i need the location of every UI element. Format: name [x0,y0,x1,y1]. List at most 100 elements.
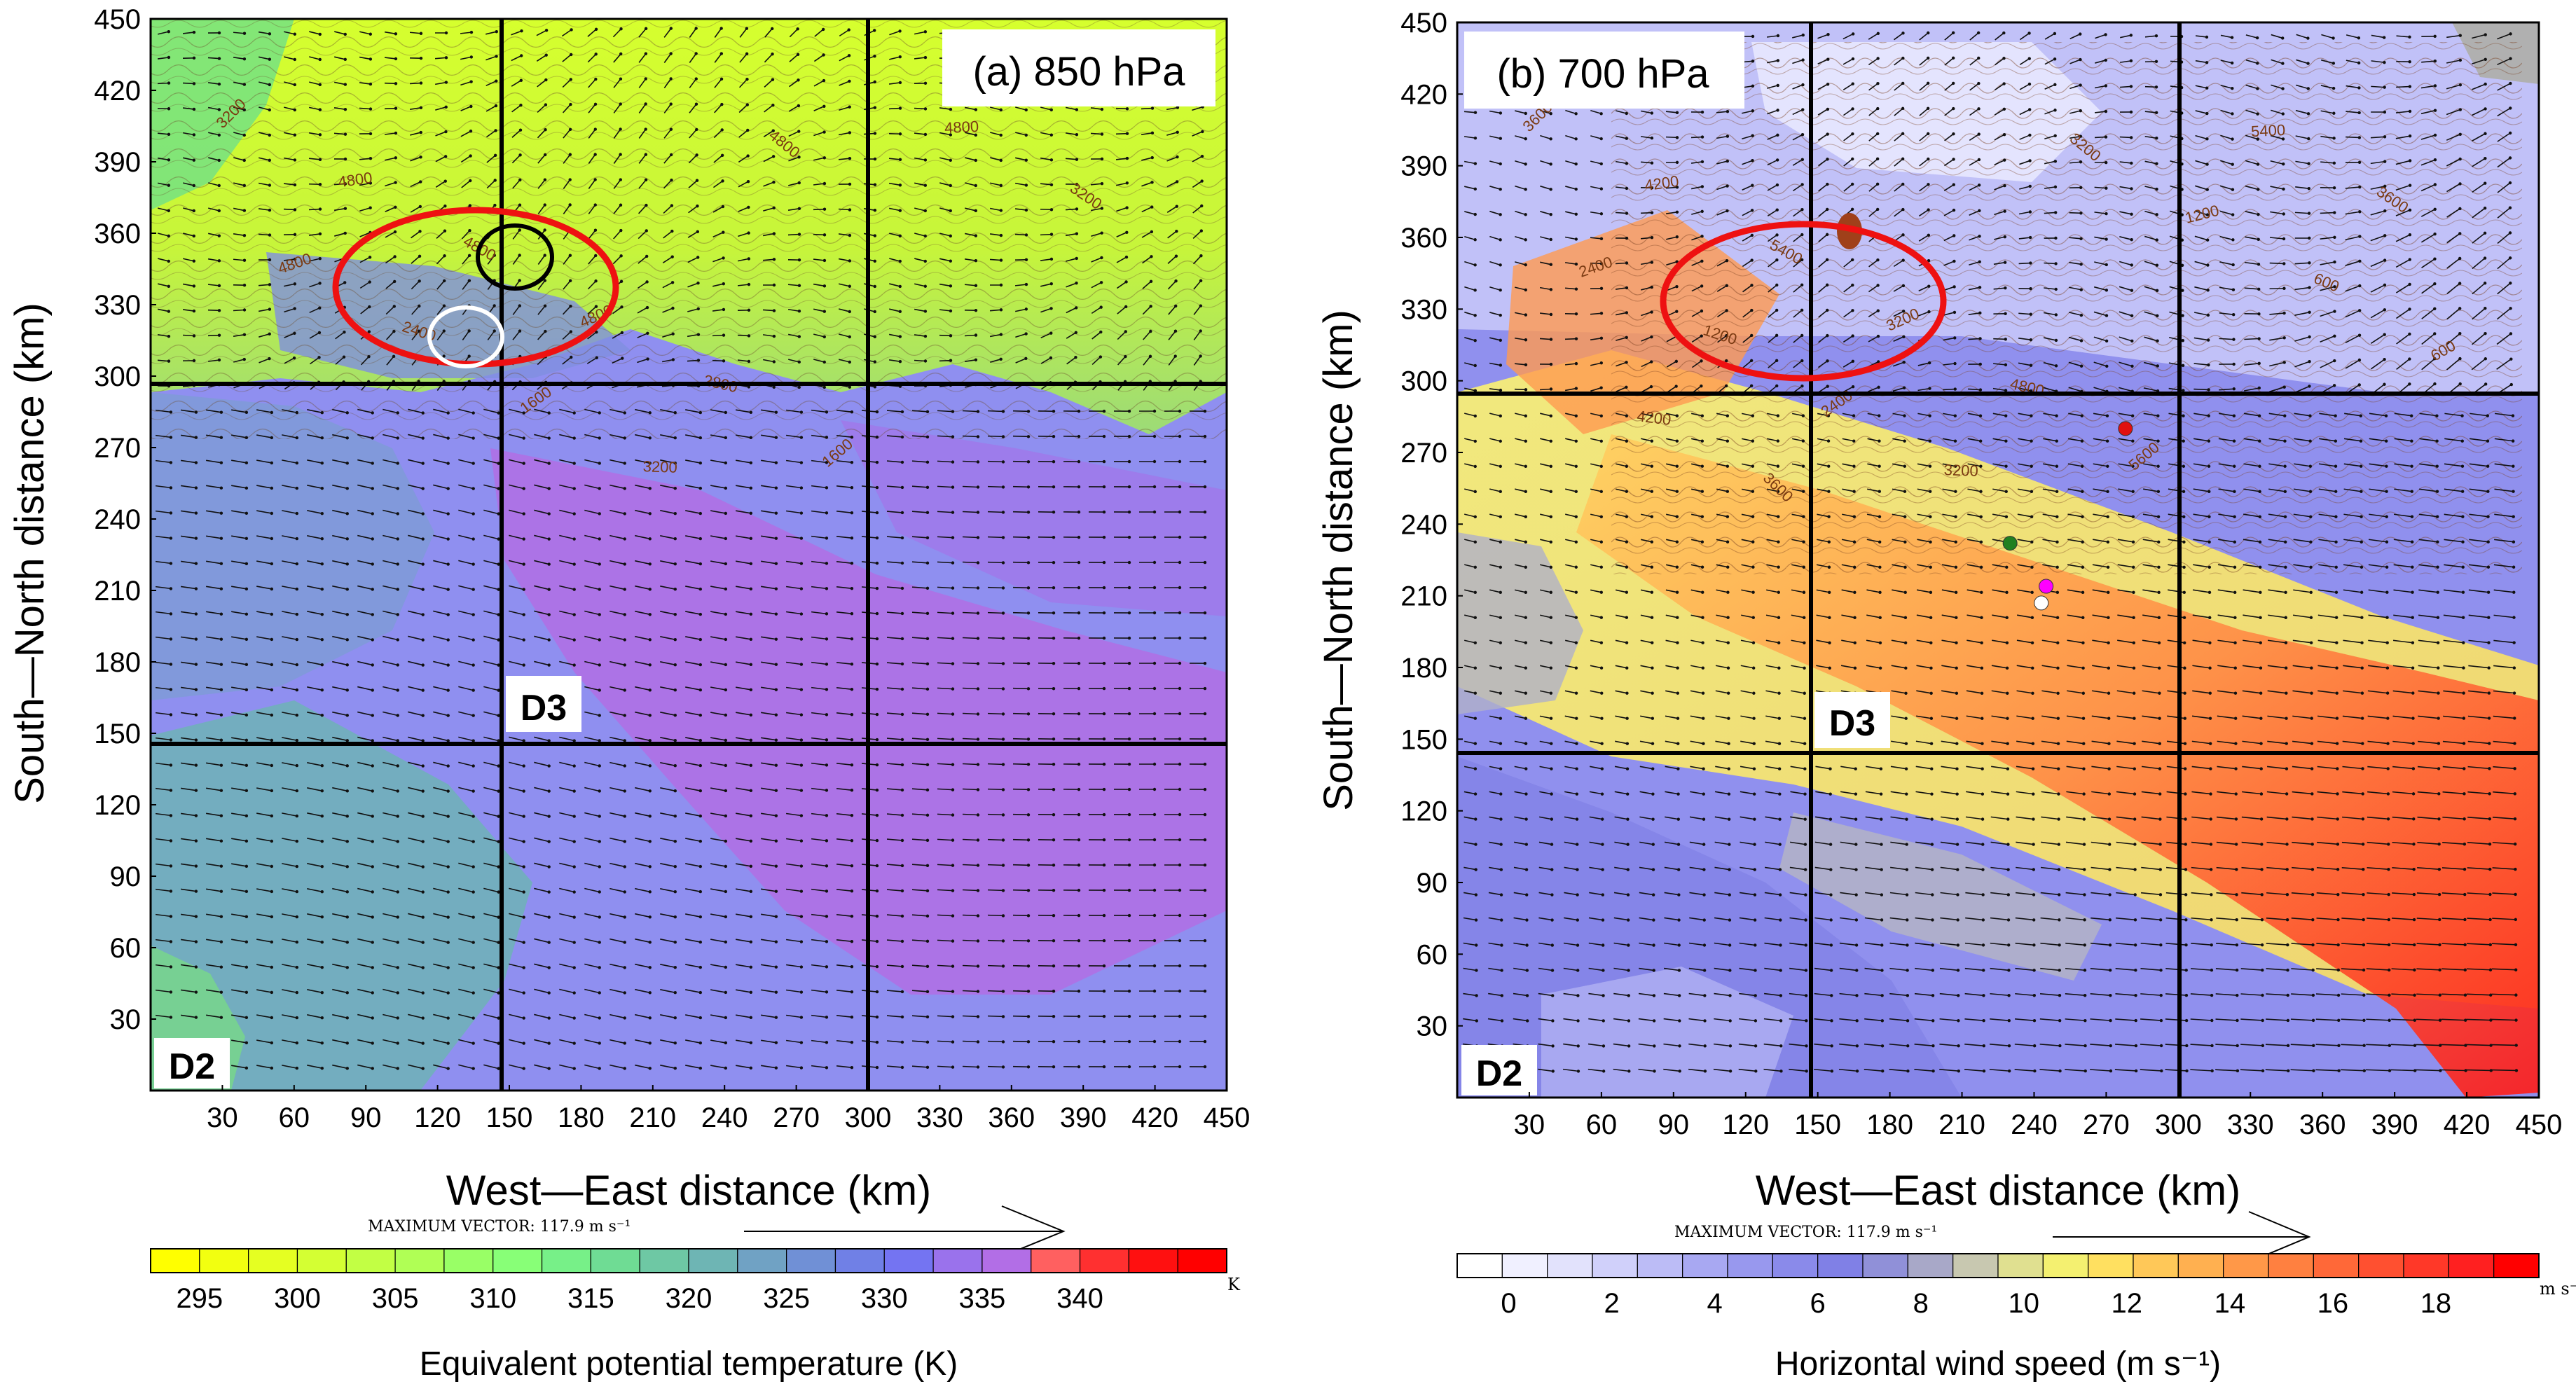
wind-vector [660,737,675,741]
wind-vector-head [1674,359,1679,364]
wind-vector-head [547,789,551,793]
wind-vector-head [2333,310,2336,313]
wind-vector-head [2483,256,2487,260]
wind-vector-head [468,228,471,233]
panel-a-purple-band [490,448,1227,995]
wind-vector-head [320,462,324,465]
wind-vector-head [572,562,576,566]
wind-vector [738,104,748,113]
wind-vector [231,485,247,489]
wind-vector-head [673,890,677,894]
wind-vector-head [293,32,297,36]
wind-vector [2396,85,2410,88]
wind-vector [284,333,295,338]
wind-vector [284,283,295,287]
wind-vector-head [169,738,173,742]
wind-vector [155,762,172,766]
wind-vector-head [848,182,852,186]
wind-vector [383,660,398,666]
wind-vector [1040,332,1052,339]
wind-vector-head [925,586,930,590]
wind-vector-head [749,562,753,566]
wind-vector-head [1125,107,1129,111]
wind-vector-head [1077,964,1081,968]
wind-vector-head [167,158,171,162]
wind-vector [1012,637,1029,639]
wind-vector-head [1001,511,1005,514]
wind-vector [964,258,977,262]
wind-vector-head [242,357,246,361]
wind-vector [206,964,221,968]
wind-vector-head [623,764,626,768]
wind-vector [911,763,928,766]
wind-vector [962,637,979,639]
wind-vector-head [698,511,703,515]
wind-vector-head [799,738,804,742]
wind-vector-head [923,55,928,60]
wind-vector-head [825,890,829,893]
wind-vector-head [772,180,776,184]
wind-vector-head [167,55,171,60]
wind-vector-head [1052,812,1056,817]
wind-vector [1192,106,1203,111]
wind-vector-head [999,184,1003,187]
wind-vector-head [644,178,648,182]
wind-vector-head [822,335,826,339]
wind-vector-head [343,57,347,62]
wind-vector-head [774,1041,778,1044]
wind-vector [509,988,524,994]
wind-vector-head [1953,414,1957,417]
wind-vector-head [268,108,271,112]
wind-vector-head [371,815,374,818]
wind-vector-head [2130,364,2134,368]
wind-vector-head [293,208,297,212]
wind-vector-head [1749,384,1754,388]
wind-vector [559,560,574,565]
wind-vector [660,611,675,615]
wind-vector-head [698,537,703,541]
wind-vector [785,661,802,665]
wind-vector-head [1001,611,1005,615]
wind-vector [157,57,170,60]
wind-vector [1116,207,1127,212]
wind-vector [738,258,749,262]
panel-a-y-axis-label: South—North distance (km) [7,303,53,804]
wind-vector [663,205,673,214]
wind-vector-head [2306,62,2310,65]
wind-vector-head [192,107,196,111]
wind-vector-head [598,714,601,717]
wind-vector [460,155,471,163]
x-tick-label: 270 [773,1102,820,1133]
wind-vector [155,989,172,993]
wind-vector-head [745,52,749,56]
wind-vector [990,157,1001,161]
wind-vector [1066,282,1077,288]
wind-vector-head [623,411,626,415]
wind-vector-head [169,763,173,767]
wind-vector [987,1040,1004,1043]
wind-vector-head [1175,229,1178,233]
wind-vector [206,712,221,716]
wind-vector [357,1039,373,1044]
wind-vector-head [443,254,446,258]
wind-vector-head [396,537,399,541]
wind-vector-head [2257,287,2261,291]
wind-vector-head [2508,181,2512,185]
wind-vector-head [1148,354,1152,358]
wind-vector-head [1549,338,1553,341]
wind-vector [537,104,546,113]
wind-vector-head [394,32,398,36]
wind-vector-head [623,840,626,843]
wind-vector [689,28,697,38]
wind-vector [231,863,247,867]
wind-vector-head [619,52,623,56]
wind-vector [638,179,647,189]
wind-vector [584,509,600,515]
wind-vector-head [371,512,374,515]
wind-vector [813,283,825,287]
wind-vector-head [543,304,547,307]
wind-vector-head [268,57,272,61]
wind-vector-head [1952,234,1956,237]
wind-vector [256,611,272,615]
wind-vector-head [799,562,804,565]
